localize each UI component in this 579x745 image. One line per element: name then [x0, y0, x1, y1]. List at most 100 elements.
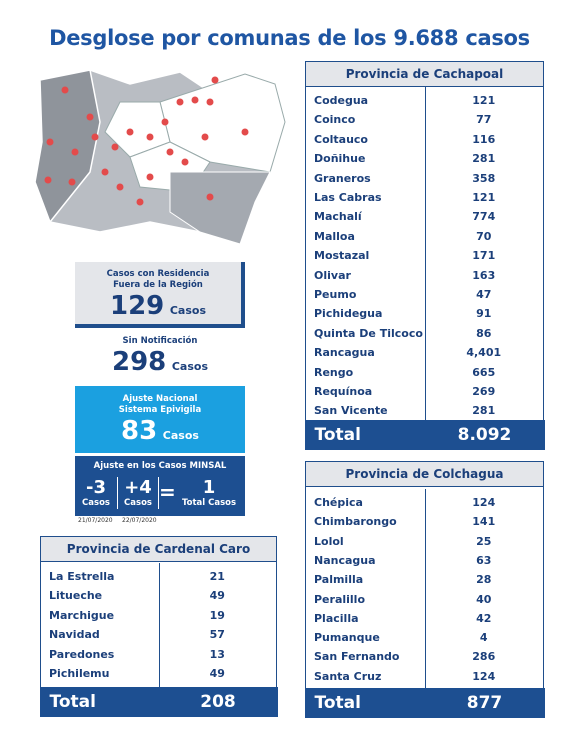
table-row: Santa Cruz 124: [306, 667, 543, 686]
table: Provincia de Cachapoal Codegua 121 Coinco 77…: [304, 61, 545, 450]
table-row: Codegua 121: [306, 91, 543, 110]
cases: 49: [209, 589, 225, 603]
table-row: Olivar 163: [306, 266, 543, 285]
comuna: Peumo: [314, 288, 357, 301]
cases: 269: [472, 385, 496, 398]
unit: Casos: [124, 498, 152, 508]
cases: 42: [476, 611, 492, 625]
comuna: Palmilla: [314, 573, 364, 587]
comuna: Malloa: [314, 229, 355, 243]
cases: 163: [472, 268, 496, 282]
comuna: Santa Cruz: [314, 669, 382, 683]
cases: 28: [476, 573, 492, 587]
comuna: Olivar: [314, 268, 351, 282]
table-row: Lolol 25: [306, 532, 543, 551]
label: Ajuste en los Casos MINSAL: [93, 461, 227, 471]
table-row: Navidad 57: [41, 625, 276, 644]
value: -3: [86, 477, 106, 498]
divider: [424, 489, 426, 690]
table-row: Nancagua 63: [306, 551, 543, 570]
comuna: Pumanque: [314, 631, 380, 645]
cases: 91: [476, 307, 492, 321]
table-row: Chimbarongo 141: [306, 512, 543, 531]
table-row: Requínoa 269: [306, 382, 543, 401]
table-header: Provincia de Colchagua: [306, 461, 543, 487]
total-value: 877: [466, 693, 503, 713]
unit: Casos: [171, 360, 208, 373]
total-label: Total: [49, 692, 96, 712]
ajuste-minsal: Ajuste en los Casos MINSAL -3 Casos +4 Cas…: [75, 456, 245, 516]
table-row: Marchigue 19: [41, 606, 276, 625]
cases: 4,401: [466, 346, 502, 360]
cases: 49: [209, 667, 225, 680]
total-value: 8.092: [457, 425, 512, 445]
cases: 358: [472, 171, 496, 185]
date: 22/07/2020: [122, 517, 157, 524]
table-row: Machalí 774: [306, 207, 543, 226]
value: 83: [121, 416, 158, 446]
cell: -3 Casos: [78, 477, 114, 509]
title: Desglose por comunas de los 9.688 casos: [49, 26, 530, 50]
comuna: Rancagua: [314, 346, 375, 360]
table-row: Peumo 47: [306, 285, 543, 304]
cell: 1 Total Casos: [175, 477, 243, 509]
value: 1: [202, 477, 216, 498]
unit: Casos: [162, 429, 199, 442]
map: [34, 69, 286, 245]
comuna: Lolol: [314, 534, 344, 548]
comuna: Doñihue: [314, 152, 366, 166]
table-row: Pichilemu 49: [41, 664, 276, 683]
unit: Casos: [82, 498, 110, 508]
cases: 124: [472, 669, 496, 683]
comuna: Pichilemu: [49, 667, 110, 680]
total-value: 208: [200, 692, 236, 712]
label: Sistema Epivigila: [118, 405, 202, 415]
cases: 665: [472, 365, 496, 379]
comuna: Machalí: [314, 210, 362, 224]
value: +4: [124, 477, 152, 498]
table-row: Graneros 358: [306, 169, 543, 188]
cases: 19: [209, 608, 225, 622]
value: 129: [109, 291, 165, 321]
cases: 281: [472, 404, 496, 418]
divider: [158, 563, 160, 688]
table-row: San Fernando 286: [306, 647, 543, 666]
table-row: Malloa 70: [306, 227, 543, 246]
cases: 57: [209, 628, 225, 642]
table-row: Rengo 665: [306, 363, 543, 382]
comuna: Nancagua: [314, 553, 376, 567]
cases: 281: [472, 152, 496, 166]
comuna: Paredones: [49, 647, 115, 661]
comuna: Peralillo: [314, 592, 366, 606]
cell: +4 Casos: [117, 477, 159, 509]
comuna: San Fernando: [314, 650, 400, 664]
table-row: Coinco 77: [306, 110, 543, 129]
comuna: Quinta De Tilcoco: [314, 326, 423, 340]
comuna: La Estrella: [49, 570, 115, 583]
comuna: Pichidegua: [314, 307, 383, 321]
cases: 40: [476, 592, 492, 606]
comuna: Requínoa: [314, 385, 373, 398]
total-row: Total 877: [304, 688, 545, 718]
table-row: San Vicente 281: [306, 401, 543, 420]
cases: 124: [472, 496, 496, 509]
table: Provincia de Colchagua Chépica 124 Chimbaro…: [304, 461, 545, 718]
sin-notificacion: Sin Notificación 298 Casos: [75, 336, 245, 380]
cases: 21: [209, 570, 225, 583]
table-row: Chépica 124: [306, 493, 543, 512]
operator: =: [159, 480, 176, 504]
cases: 141: [472, 515, 496, 529]
table-row: Pumanque 4: [306, 628, 543, 647]
cases: 77: [476, 113, 492, 127]
unit: Casos: [169, 304, 206, 317]
unit: Total Casos: [181, 498, 237, 508]
cases: 13: [209, 647, 225, 661]
comuna: Las Cabras: [314, 191, 382, 204]
cases: 86: [476, 326, 492, 340]
cases: 774: [472, 210, 496, 224]
comuna: Rengo: [314, 365, 354, 379]
cases: 63: [476, 553, 492, 567]
table-row: Las Cabras 121: [306, 188, 543, 207]
comuna: Coinco: [314, 113, 356, 127]
